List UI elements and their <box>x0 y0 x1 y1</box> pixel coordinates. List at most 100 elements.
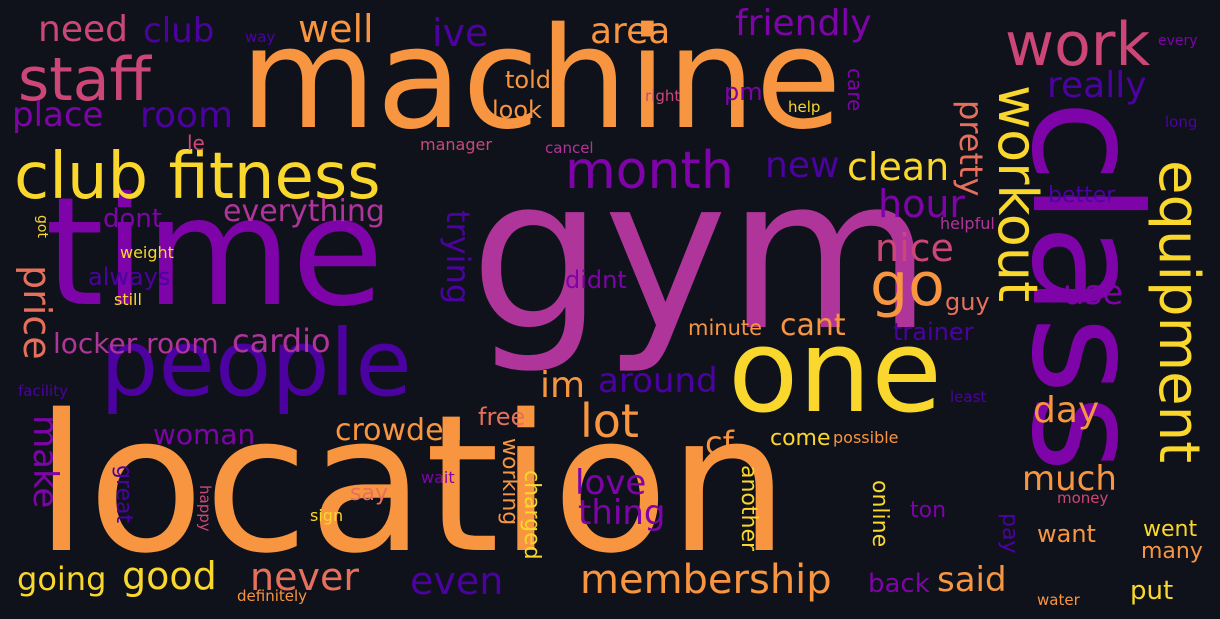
word-better: better <box>1048 183 1116 208</box>
word-money: money <box>1057 489 1109 507</box>
word-didnt: didnt <box>565 266 627 294</box>
word-come: come <box>770 426 831 451</box>
word-happy: happy <box>196 485 214 532</box>
word-locker-room: locker room <box>53 327 219 360</box>
word-price: price <box>15 265 59 360</box>
word-much: much <box>1022 459 1117 499</box>
word-manager: manager <box>420 135 492 154</box>
word-equipment: equipment <box>1146 160 1211 464</box>
word-great: great <box>111 465 136 524</box>
word-location: location <box>35 374 789 595</box>
word-month: month <box>565 141 734 201</box>
word-least: least <box>950 388 987 406</box>
word-day: day <box>1033 390 1100 431</box>
word-staff: staff <box>18 45 151 115</box>
word-want: want <box>1037 520 1096 548</box>
word-membership: membership <box>580 557 832 603</box>
word-people: people <box>100 310 412 417</box>
word-everything: everything <box>223 194 385 229</box>
word-went: went <box>1143 517 1198 542</box>
word-machine: machine <box>240 0 842 161</box>
word-say: say <box>350 481 388 506</box>
word-use: use <box>1063 273 1124 313</box>
word-minute: minute <box>688 316 763 340</box>
word-look: look <box>492 96 542 124</box>
word-well: well <box>298 7 374 51</box>
word-never: never <box>250 555 359 599</box>
word-definitely: definitely <box>237 587 308 605</box>
word-water: water <box>1037 591 1080 609</box>
word-guy: guy <box>945 288 990 316</box>
word-go: go <box>870 250 945 320</box>
word-nice: nice <box>875 226 954 270</box>
word-cf: cf <box>705 424 734 462</box>
word-ive: ive <box>432 11 489 55</box>
word-help: help <box>788 98 821 116</box>
word-still: still <box>114 290 142 309</box>
word-work: work <box>1005 10 1151 80</box>
word-even: even <box>410 559 504 603</box>
word-make: make <box>25 415 65 509</box>
word-sign: sign <box>310 506 344 525</box>
word-club-fitness: club fitness <box>14 140 381 214</box>
word-cant: cant <box>780 308 846 343</box>
word-going: going <box>17 560 107 598</box>
word-care: care <box>843 68 867 112</box>
word-back: back <box>868 569 930 599</box>
word-ton: ton <box>910 498 947 523</box>
word-clean: clean <box>847 145 950 189</box>
word-possible: possible <box>833 428 899 447</box>
word-place: place <box>12 95 104 135</box>
word-working: working <box>497 438 522 526</box>
word-many: many <box>1141 539 1203 564</box>
word-room: room <box>140 95 234 136</box>
word-need: need <box>38 9 128 50</box>
word-around: around <box>598 361 718 401</box>
word-lot: lot <box>580 394 639 448</box>
word-always: always <box>88 263 171 291</box>
word-weight: weight <box>120 243 174 262</box>
word-right: right <box>645 87 681 105</box>
word-crowded: crowded <box>335 413 463 448</box>
word-cardio: cardio <box>232 322 331 360</box>
word-friendly: friendly <box>735 3 872 44</box>
word-trainer: trainer <box>893 318 974 346</box>
word-cancel: cancel <box>545 139 594 157</box>
word-class: class <box>998 100 1172 473</box>
word-one: one <box>728 305 942 439</box>
word-really: really <box>1047 65 1147 106</box>
word-dont: dont <box>103 204 163 234</box>
word-said: said <box>937 560 1007 600</box>
word-facility: facility <box>18 382 68 400</box>
word-im: im <box>540 365 586 406</box>
word-hour: hour <box>878 182 966 226</box>
word-online: online <box>867 480 892 548</box>
word-every: every <box>1158 33 1198 49</box>
word-free: free <box>478 403 526 431</box>
word-pretty: pretty <box>952 100 990 197</box>
word-le: le <box>187 131 205 155</box>
word-woman: woman <box>153 418 256 451</box>
word-charged: charged <box>519 470 544 560</box>
word-pay: pay <box>997 513 1022 554</box>
word-love: love <box>575 463 647 503</box>
word-club: club <box>143 11 215 51</box>
word-good: good <box>122 554 217 598</box>
word-new: new <box>765 145 840 186</box>
word-put: put <box>1130 576 1174 606</box>
word-long: long <box>1165 113 1198 131</box>
word-pm: pm <box>724 78 763 106</box>
word-another: another <box>736 465 761 552</box>
word-helpful: helpful <box>940 214 995 233</box>
word-workout: workout <box>986 85 1049 303</box>
word-gym: gym <box>470 132 933 377</box>
word-area: area <box>590 11 671 52</box>
word-thing: thing <box>578 493 666 533</box>
word-wait: wait <box>421 468 455 487</box>
word-trying: trying <box>439 210 477 305</box>
word-got: got <box>34 215 50 238</box>
word-time: time <box>45 166 384 340</box>
word-way: way <box>245 28 276 46</box>
word-told: told <box>505 66 551 94</box>
